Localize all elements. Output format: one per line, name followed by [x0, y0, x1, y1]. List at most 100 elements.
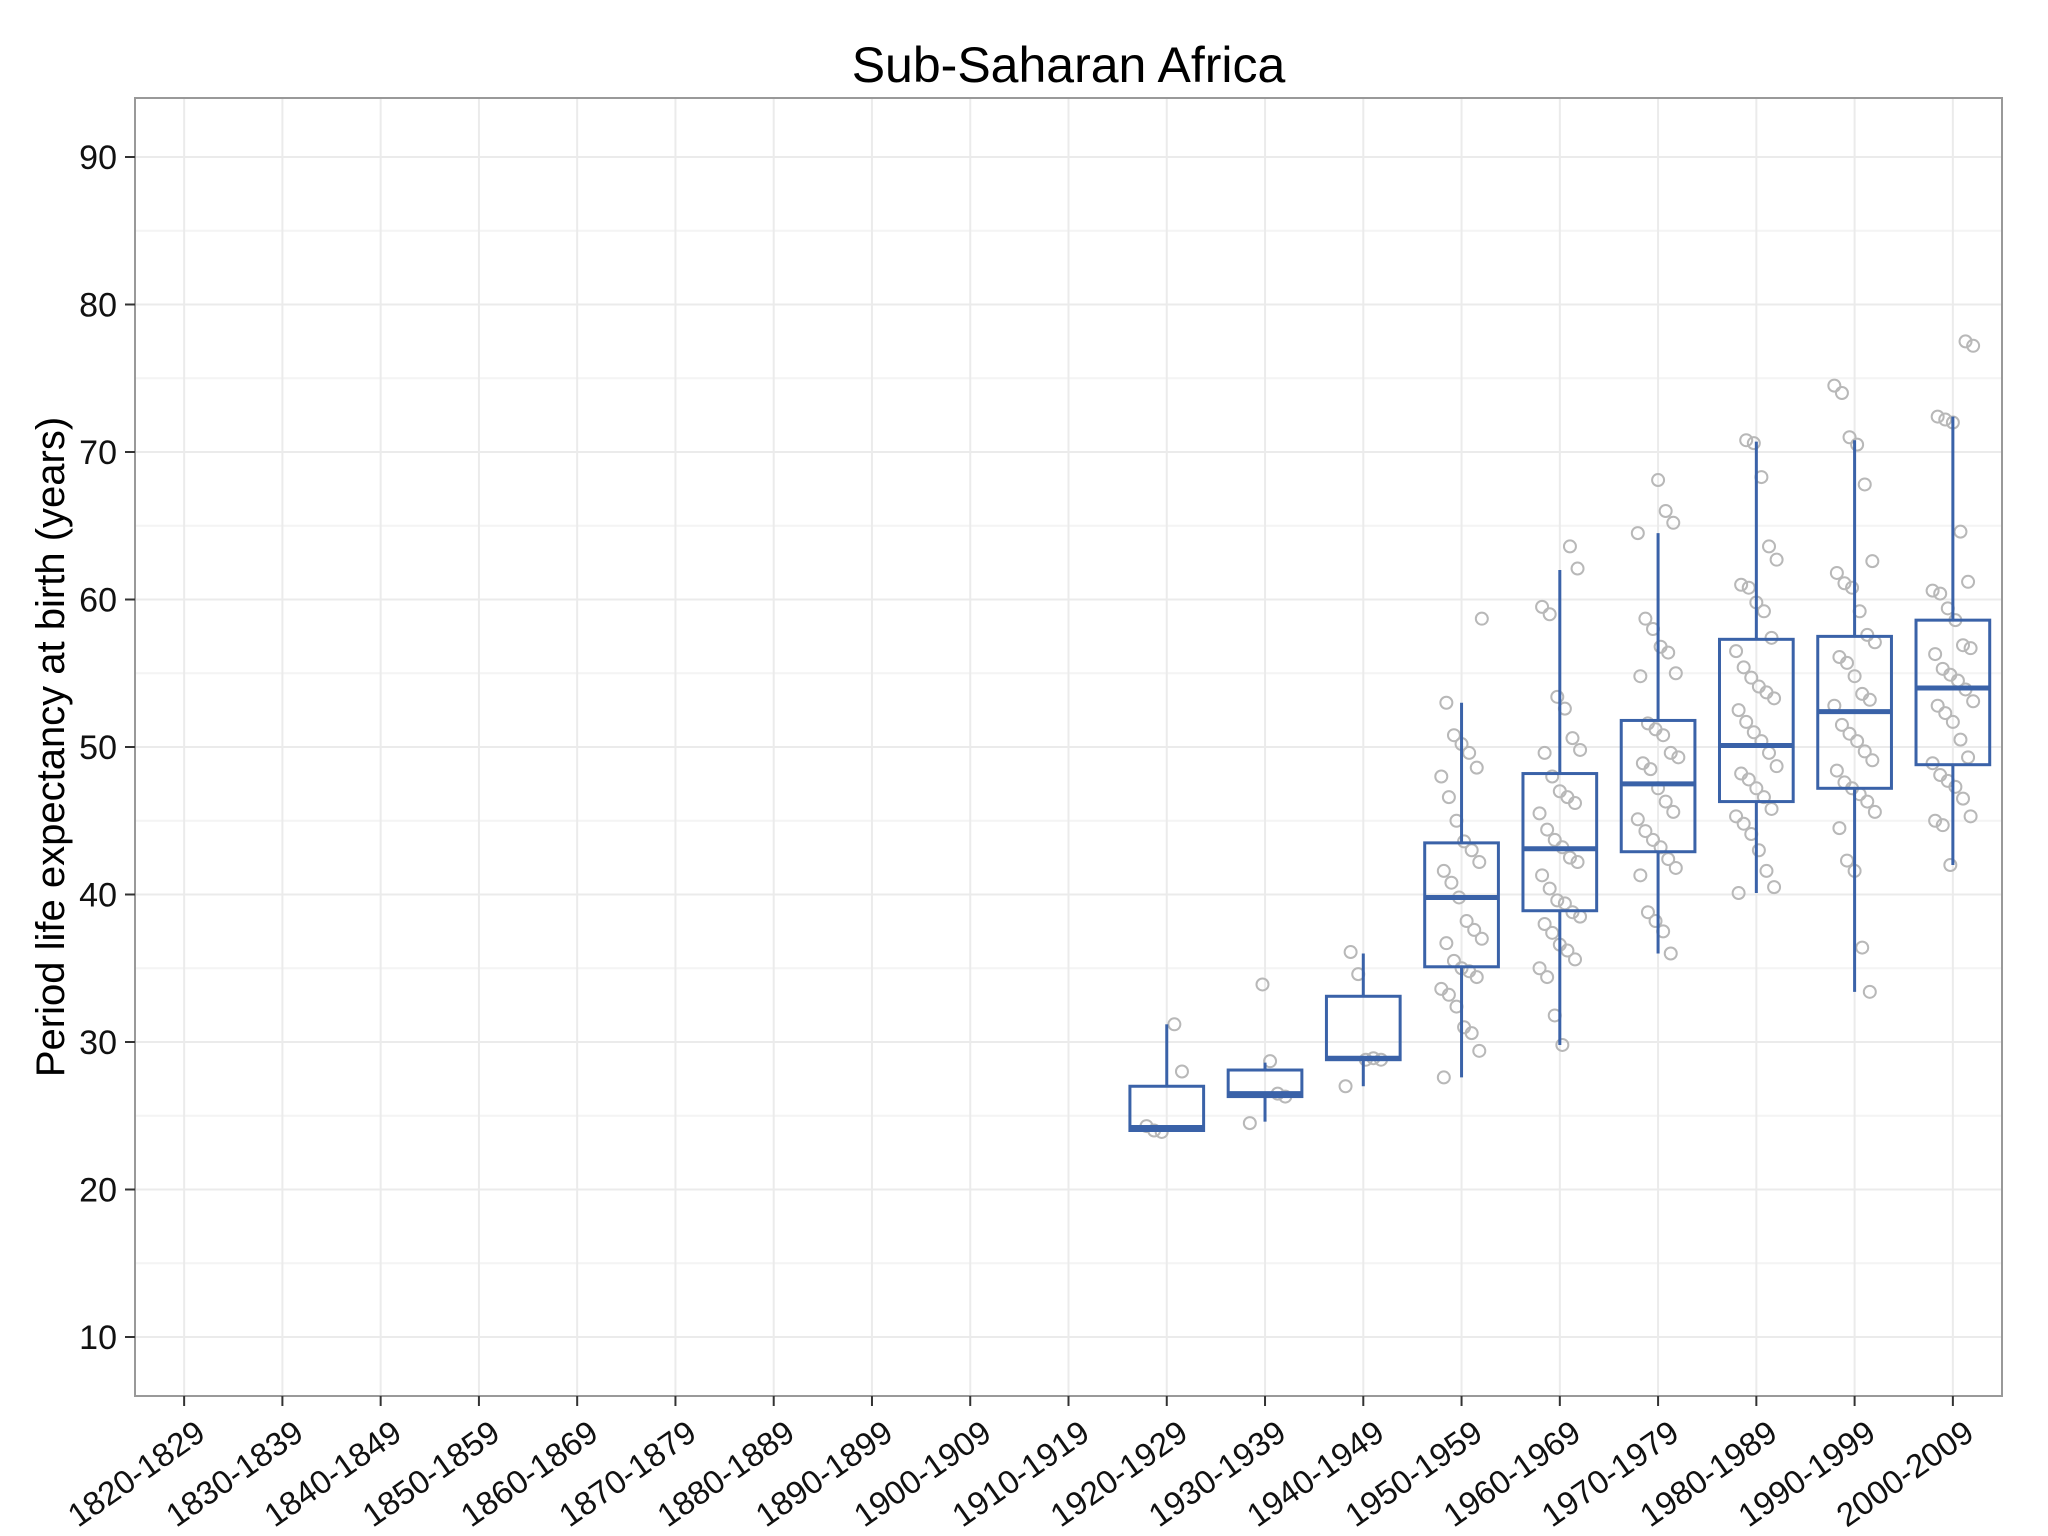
jitter-point [1562, 539, 1577, 554]
box-1990-1999 [1816, 440, 1893, 992]
jitter-point [1472, 855, 1487, 870]
jitter-point [1436, 1070, 1451, 1085]
jitter-point [1573, 742, 1588, 757]
jitter-point [1630, 526, 1645, 541]
jitter-point [1958, 334, 1973, 349]
jitter-point [1938, 412, 1953, 427]
jitter-point [1834, 386, 1849, 400]
jitter-point [1444, 875, 1459, 890]
jitter-point [1751, 843, 1766, 858]
box-1930-1939 [1226, 1062, 1304, 1122]
jitter-point [1658, 504, 1673, 518]
jitter-point [1439, 936, 1454, 951]
y-tick-label: 80 [79, 287, 117, 325]
jitter-point [1731, 886, 1746, 901]
jitter-point [1857, 744, 1872, 759]
jitter-point [1646, 832, 1661, 847]
jitter-point [1474, 611, 1489, 626]
jitter-point [1953, 732, 1968, 747]
jitter-point [1638, 824, 1653, 839]
jitter-point [1462, 745, 1477, 760]
jitter-point [1568, 796, 1583, 811]
jitter-point [1464, 1026, 1479, 1041]
jitter-point [1436, 863, 1451, 878]
jitter-point [1663, 745, 1678, 760]
jitter-point [1963, 809, 1978, 824]
jitter-point [1829, 763, 1844, 778]
jitter-point [1542, 881, 1557, 896]
box-1960-1969 [1521, 570, 1599, 1045]
jitter-point [1658, 794, 1673, 809]
jitter-point [1756, 790, 1771, 805]
jitter-point [1731, 703, 1746, 718]
jitter-point [1840, 655, 1855, 670]
grid-lines [135, 98, 2002, 1396]
jitter-point [1829, 565, 1844, 580]
jitter-point [1729, 809, 1744, 824]
jitter-point [1446, 728, 1461, 743]
jitter-point [1840, 853, 1855, 868]
jitter-point [1741, 772, 1756, 787]
jitter-point [1867, 804, 1882, 819]
jitter-point [1469, 970, 1484, 985]
box-iqr [1226, 1068, 1304, 1099]
jitter-point [1943, 858, 1958, 872]
jitter-point [1953, 524, 1968, 539]
jitter-point [1537, 745, 1552, 760]
jitter-point [1966, 694, 1981, 709]
jitter-point [1739, 714, 1754, 729]
jitter-point [1842, 430, 1857, 445]
jitter-point [1935, 818, 1950, 833]
jitter-point [1661, 645, 1676, 660]
jitter-point [1434, 769, 1449, 784]
y-tick-label: 60 [79, 582, 117, 620]
jitter-point [1736, 816, 1751, 831]
jitter-point [1532, 806, 1547, 821]
jitter-point [1671, 750, 1686, 765]
jitter-point [1338, 1079, 1353, 1094]
jitter-point [1925, 583, 1940, 598]
box-iqr [1717, 637, 1795, 804]
jitter-point [1729, 644, 1744, 659]
jitter-point [1832, 821, 1847, 836]
jitter-point [1930, 698, 1945, 713]
y-tick-label: 70 [79, 434, 117, 472]
jitter-point [1441, 790, 1456, 805]
jitter-point [1847, 669, 1862, 684]
jitter-point [1930, 409, 1945, 424]
jitter-point [1769, 552, 1784, 567]
jitter-point [1560, 943, 1575, 958]
jitter-point [1643, 762, 1658, 777]
jitter-point [1749, 781, 1764, 796]
jitter-point [1767, 880, 1782, 895]
jitter-point [1540, 970, 1555, 985]
jitter-point [1469, 760, 1484, 775]
jitter-point [1956, 791, 1971, 806]
y-axis-label: Period life expectancy at birth (years) [29, 417, 73, 1077]
jitter-point [1668, 666, 1683, 681]
jitter-point [1651, 473, 1666, 488]
jitter-point [1459, 914, 1474, 929]
jitter-point [1756, 604, 1771, 619]
box-1950-1959 [1423, 702, 1500, 1078]
jitter-point [1666, 804, 1681, 819]
box-iqr [1914, 618, 1992, 767]
jitter-point [1633, 868, 1648, 883]
jitter-point [1860, 794, 1875, 809]
jitter-point [1865, 753, 1880, 768]
jitter-point [1540, 822, 1555, 837]
jitter-point [1648, 914, 1663, 929]
jitter-point [1467, 922, 1482, 937]
jitter-point [1739, 433, 1754, 448]
jitter-point [1845, 580, 1860, 595]
jitter-point [1441, 987, 1456, 1002]
jitter-point [1767, 691, 1782, 706]
jitter-point [1537, 917, 1552, 931]
jitter-point [1850, 437, 1865, 452]
box-1940-1949 [1324, 953, 1402, 1087]
jitter-point [1167, 1017, 1182, 1032]
jitter-point [1963, 641, 1978, 656]
jitter-point [1850, 734, 1865, 749]
